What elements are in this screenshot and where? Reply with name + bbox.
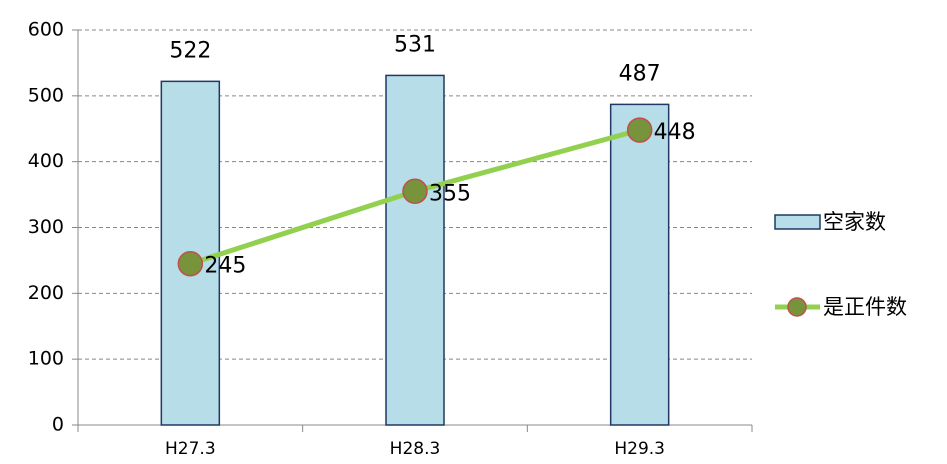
y-tick-label: 0	[52, 414, 64, 436]
marker	[402, 178, 428, 205]
y-tick-label: 200	[28, 282, 64, 304]
y-tick-label: 300	[28, 216, 64, 238]
y-tick-label: 500	[28, 84, 64, 106]
data-label: 531	[394, 32, 436, 57]
data-label: 245	[204, 254, 246, 279]
legend-label: 是正件数	[823, 295, 907, 319]
bar	[609, 103, 670, 426]
bar	[385, 74, 445, 426]
legend-marker	[787, 297, 807, 317]
legend-swatch	[774, 214, 821, 230]
y-tick-label: 600	[28, 19, 64, 41]
y-tick-label: 100	[28, 348, 64, 370]
data-label: 448	[654, 120, 696, 145]
data-label: 487	[619, 61, 661, 86]
data-label: 522	[169, 38, 211, 63]
legend-label: 空家数	[823, 210, 886, 234]
x-tick-label: H28.3	[390, 439, 441, 459]
marker	[626, 117, 653, 143]
y-tick-label: 400	[28, 150, 64, 172]
data-label: 355	[429, 181, 471, 206]
x-tick-label: H29.3	[614, 439, 665, 459]
x-tick-label: H27.3	[165, 439, 216, 459]
marker	[177, 250, 204, 277]
